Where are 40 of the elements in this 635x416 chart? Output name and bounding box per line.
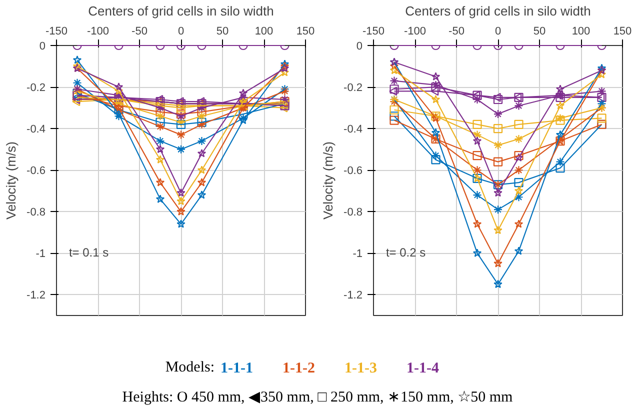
y-tick-label: 0 — [39, 40, 46, 52]
x-tick-label: 100 — [254, 26, 274, 38]
x-tick-label: 0 — [178, 26, 184, 38]
y-axis-title: Velocity (m/s) — [320, 141, 336, 220]
y-axis-title: Velocity (m/s) — [4, 141, 19, 220]
y-tick-label: -0.8 — [344, 206, 363, 219]
x-tick-label: 50 — [216, 26, 229, 38]
y-tick-label: -0.6 — [344, 165, 363, 178]
y-tick-label: -1.2 — [344, 290, 363, 302]
x-tick-label: -100 — [86, 26, 110, 38]
x-axis-title: Centers of grid cells in silo width — [405, 4, 591, 18]
text: Heights: O 450 mm, ◀350 mm, □ 250 mm, ∗150 mm, ☆50 mm — [122, 390, 514, 406]
annotation: t= 0.2 s — [386, 245, 426, 260]
x-tick-label: -100 — [404, 26, 426, 38]
y-tick-label: -0.4 — [344, 124, 363, 136]
y-tick-label: -0.8 — [26, 206, 46, 219]
y-tick-label: -0.4 — [26, 124, 46, 136]
x-tick-label: 150 — [296, 26, 315, 38]
x-tick-label: 100 — [572, 26, 590, 38]
x-tick-label: -50 — [448, 26, 464, 38]
y-tick-label: -1 — [352, 248, 362, 260]
legend-label: 1-1-2 — [282, 360, 315, 376]
annotation: t= 0.1 s — [68, 245, 109, 260]
x-tick-label: 0 — [494, 26, 502, 38]
x-tick-label: 150 — [613, 26, 632, 38]
y-tick-label: -0.2 — [344, 82, 363, 94]
x-tick-label: 50 — [533, 26, 546, 38]
y-tick-label: -0.2 — [26, 82, 46, 94]
x-tick-label: -150 — [45, 26, 68, 38]
legend-title: Models: — [165, 360, 215, 376]
y-tick-label: -1.2 — [26, 290, 46, 302]
y-tick-label: -0.6 — [26, 165, 46, 178]
legend-label: 1-1-3 — [344, 360, 377, 376]
text: 1-1-4 — [406, 360, 440, 376]
x-tick-label: -150 — [362, 26, 385, 38]
legend-label: 1-1-1 — [220, 360, 253, 376]
x-tick-label: -50 — [132, 26, 148, 38]
y-tick-label: 0 — [356, 40, 363, 52]
x-axis-title: Centers of grid cells in silo width — [88, 4, 274, 18]
y-tick-label: -1 — [36, 248, 46, 260]
